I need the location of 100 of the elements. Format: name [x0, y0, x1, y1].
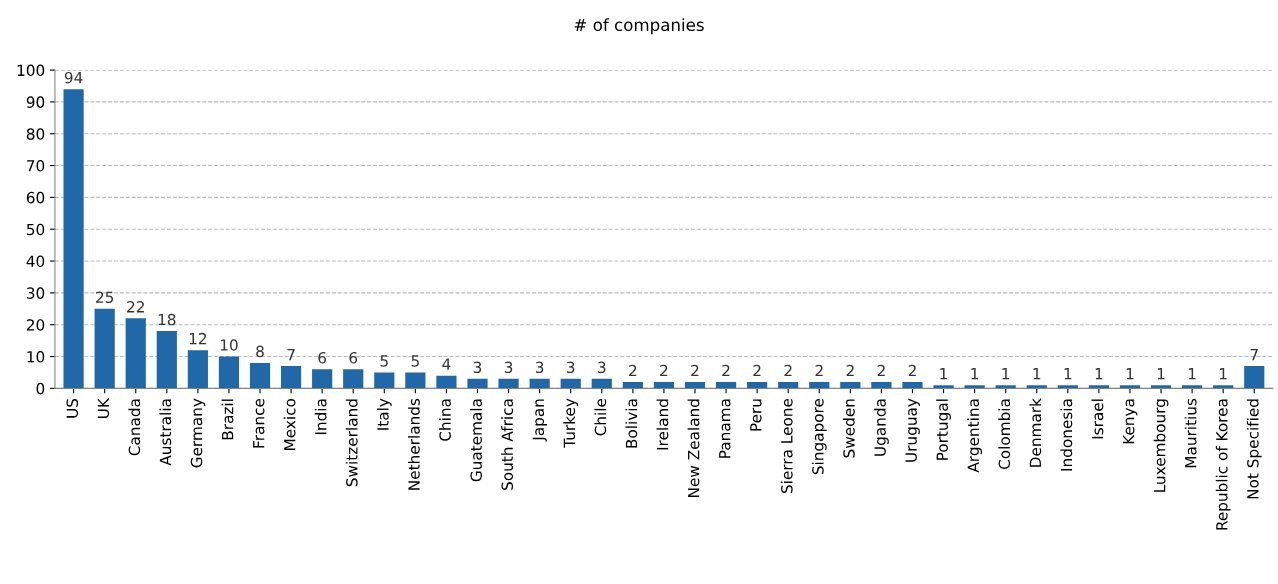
data-label: 2 [846, 364, 854, 377]
x-tick-label: Republic of Korea [1215, 399, 1231, 530]
x-tick-label: India [314, 399, 327, 435]
x-tick-label: UK [97, 397, 110, 418]
x-tick-label: Not Specified [1246, 399, 1262, 499]
x-tick-label: Chile [594, 398, 607, 436]
data-label: 3 [567, 361, 575, 374]
data-label: 1 [1188, 368, 1196, 380]
data-label: 6 [349, 351, 358, 364]
data-label: 1 [1064, 368, 1072, 380]
data-label: 1 [1126, 368, 1134, 380]
data-label: 2 [784, 364, 792, 377]
bar [467, 378, 488, 389]
x-tick-label: Portugal [936, 399, 951, 460]
bar [871, 381, 892, 389]
data-label: 2 [722, 364, 730, 377]
x-tick-label: Israel [1091, 399, 1104, 439]
data-label: 3 [535, 361, 544, 374]
y-tick-label: 60 [26, 191, 45, 204]
data-label: 6 [318, 351, 327, 364]
x-tick-label: Germany [190, 398, 206, 468]
data-label: 1 [940, 368, 947, 380]
bar [933, 385, 954, 389]
bar [1244, 366, 1265, 389]
bar [498, 378, 519, 389]
data-label: 1 [1219, 368, 1227, 380]
x-tick-label: Sweden [842, 399, 855, 458]
x-tick-label: Panama [719, 399, 731, 458]
x-tick-label: Colombia [998, 399, 1011, 470]
y-tick-label: 50 [26, 223, 45, 236]
x-tick-label: Netherlands [407, 398, 420, 490]
x-tick-label: Japan [532, 399, 548, 442]
bar [405, 372, 426, 389]
bar [809, 381, 830, 389]
x-tick-label: Uruguay [905, 398, 920, 462]
data-label: 10 [220, 339, 238, 351]
data-label: 1 [971, 368, 979, 380]
y-tick-label: 40 [26, 255, 45, 268]
bar [312, 369, 333, 389]
data-label: 94 [64, 71, 83, 84]
bar [1119, 385, 1141, 389]
x-tick-label: Luxembourg [1153, 399, 1169, 492]
bar [218, 356, 240, 389]
x-tick-label: Denmark [1029, 398, 1042, 467]
data-label: 3 [598, 361, 606, 374]
x-tick-label: US [66, 398, 79, 418]
y-tick-label: 90 [26, 96, 45, 108]
y-tick-label: 100 [17, 64, 45, 77]
x-tick-label: Singapore [811, 398, 827, 475]
bar [715, 381, 737, 389]
y-tick-label: 10 [27, 351, 45, 363]
x-tick-label: Ireland [656, 399, 669, 450]
x-tick-label: Bolivia [625, 399, 638, 448]
bar [187, 350, 208, 389]
data-label: 2 [629, 364, 637, 377]
bar [343, 369, 364, 389]
data-label: 2 [660, 364, 668, 377]
data-label: 22 [127, 301, 144, 313]
bar [840, 381, 861, 389]
data-label: 25 [96, 291, 114, 304]
y-tick-label: 80 [26, 128, 45, 140]
data-label: 5 [380, 355, 388, 367]
bar [560, 378, 581, 389]
data-label: 7 [1250, 348, 1258, 361]
chart-title: # of companies [574, 18, 704, 35]
bar [747, 381, 768, 389]
bar [964, 385, 985, 389]
y-tick-label: 30 [26, 287, 45, 299]
bar [995, 385, 1016, 389]
x-tick-label: Mexico [283, 398, 296, 450]
data-label: 2 [908, 364, 916, 377]
data-label: 1 [1002, 368, 1010, 380]
x-tick-label: Australia [159, 399, 172, 466]
bar [778, 381, 799, 389]
y-tick-label: 0 [36, 382, 45, 395]
x-tick-label: France [253, 398, 265, 448]
data-label: 2 [815, 364, 823, 377]
x-tick-label: Canada [128, 399, 141, 456]
x-tick-label: Mauritius [1184, 398, 1197, 468]
y-tick-label: 70 [27, 160, 45, 172]
bar [1182, 385, 1203, 389]
bar [280, 366, 302, 389]
data-label: 2 [877, 364, 885, 377]
data-label: 3 [504, 361, 513, 374]
data-label: 2 [691, 364, 699, 377]
bar [249, 362, 271, 389]
bar [94, 308, 115, 389]
x-tick-label: Italy [376, 398, 392, 430]
bar [529, 378, 550, 389]
x-tick-label: China [439, 399, 451, 441]
bar [374, 372, 395, 389]
bar [1150, 385, 1172, 389]
data-label: 12 [189, 332, 207, 345]
bar [1057, 385, 1078, 389]
data-label: 4 [442, 358, 451, 370]
x-tick-label: Sierra Leone [780, 398, 793, 494]
bar [63, 89, 84, 389]
x-tick-label: Kenya [1123, 399, 1138, 444]
bar [125, 318, 146, 389]
bar [684, 381, 706, 389]
